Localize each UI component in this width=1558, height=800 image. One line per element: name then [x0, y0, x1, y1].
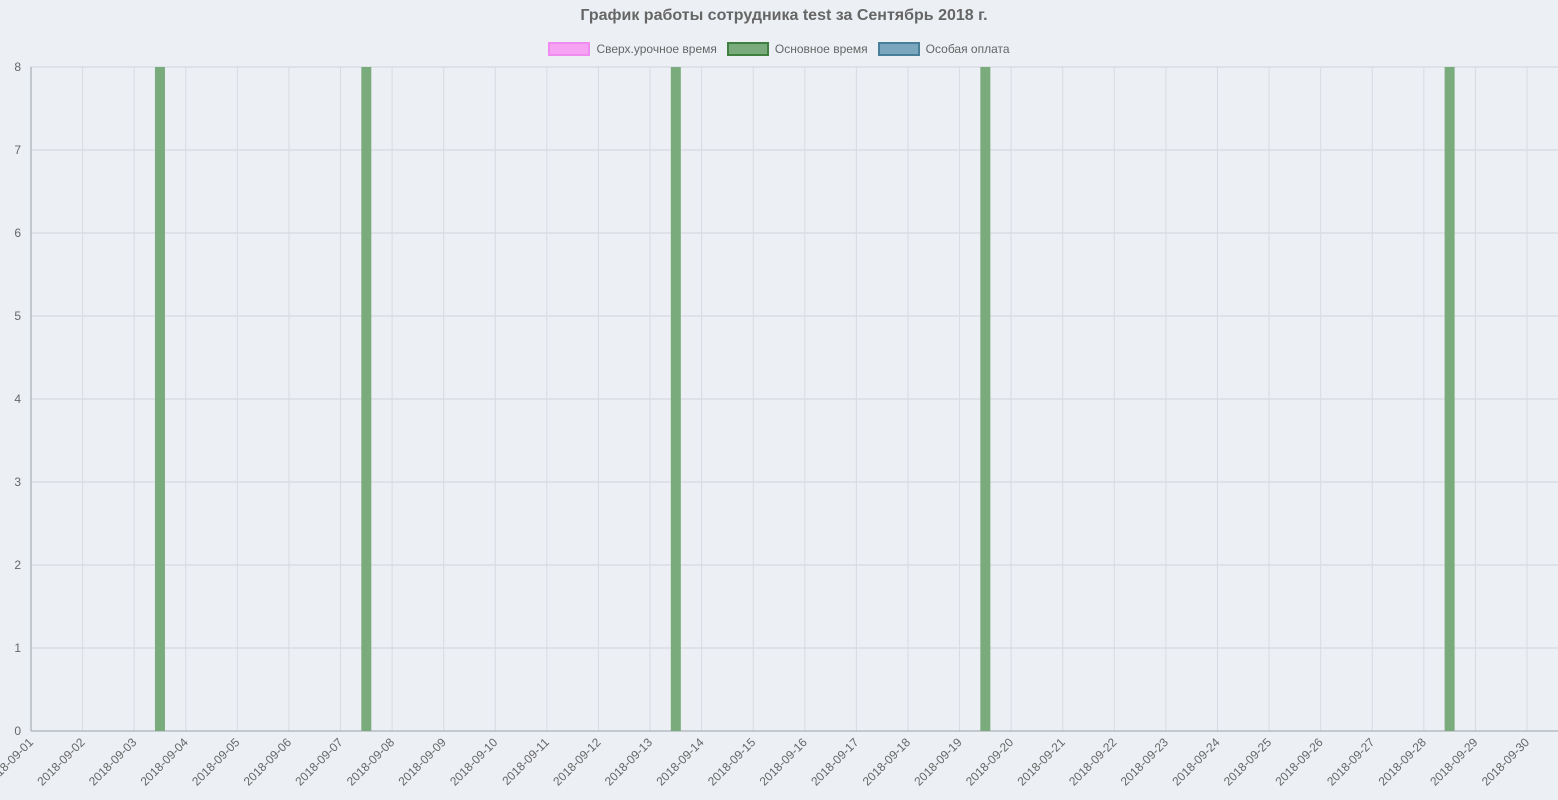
y-tick-label: 8 [14, 60, 21, 74]
y-tick-label: 6 [14, 226, 21, 240]
x-tick-label: 2018-09-21 [1015, 735, 1069, 789]
y-tick-label: 4 [14, 392, 21, 406]
x-tick-label: 2018-09-29 [1427, 735, 1481, 789]
bar [980, 67, 991, 731]
y-tick-label: 0 [14, 724, 21, 738]
bar [361, 67, 372, 731]
legend-item-overtime[interactable]: Сверх.урочное время [548, 42, 717, 56]
x-tick-label: 2018-09-01 [0, 735, 36, 789]
x-tick-label: 2018-09-14 [653, 735, 707, 789]
x-tick-label: 2018-09-12 [550, 735, 604, 789]
legend-swatch-special-pay [877, 42, 920, 56]
y-tick-label: 7 [14, 143, 21, 157]
bar [670, 67, 681, 731]
x-tick-label: 2018-09-02 [34, 735, 88, 789]
legend-label-overtime: Сверх.урочное время [596, 42, 717, 56]
x-tick-label: 2018-09-06 [241, 735, 295, 789]
x-tick-label: 2018-09-11 [499, 735, 552, 788]
x-tick-label: 2018-09-23 [1118, 735, 1172, 789]
x-tick-label: 2018-09-13 [602, 735, 656, 789]
y-tick-label: 3 [14, 475, 21, 489]
x-tick-label: 2018-09-20 [963, 735, 1017, 789]
x-tick-label: 2018-09-09 [396, 735, 450, 789]
x-tick-label: 2018-09-03 [86, 735, 140, 789]
x-tick-label: 2018-09-27 [1324, 735, 1378, 789]
y-tick-label: 2 [14, 558, 21, 572]
legend-label-special-pay: Особая оплата [925, 42, 1010, 56]
x-tick-label: 2018-09-22 [1066, 735, 1120, 789]
legend-item-main-time[interactable]: Основное время [726, 42, 868, 56]
legend-label-main-time: Основное время [774, 42, 868, 56]
x-tick-label: 2018-09-19 [911, 735, 965, 789]
y-tick-label: 5 [14, 309, 21, 323]
legend: Сверх.урочное время Основное время Особа… [0, 42, 1558, 56]
x-tick-label: 2018-09-07 [292, 735, 346, 789]
bar [154, 67, 165, 731]
bar [1444, 67, 1455, 731]
x-tick-label: 2018-09-10 [447, 735, 501, 789]
legend-item-special-pay[interactable]: Особая оплата [877, 42, 1010, 56]
x-tick-label: 2018-09-04 [138, 735, 192, 789]
x-tick-label: 2018-09-15 [705, 735, 759, 789]
x-tick-label: 2018-09-25 [1221, 735, 1275, 789]
x-tick-label: 2018-09-26 [1272, 735, 1326, 789]
x-tick-label: 2018-09-24 [1169, 735, 1223, 789]
chart-title: График работы сотрудника test за Сентябр… [580, 7, 988, 24]
x-tick-label: 2018-09-30 [1479, 735, 1533, 789]
x-tick-label: 2018-09-08 [344, 735, 398, 789]
x-tick-label: 2018-09-05 [189, 735, 243, 789]
x-tick-label: 2018-09-18 [860, 735, 914, 789]
x-tick-label: 2018-09-16 [757, 735, 811, 789]
y-tick-label: 1 [14, 641, 21, 655]
legend-swatch-main-time [726, 42, 769, 56]
x-tick-label: 2018-09-28 [1376, 735, 1430, 789]
x-tick-label: 2018-09-17 [808, 735, 862, 789]
legend-swatch-overtime [548, 42, 591, 56]
